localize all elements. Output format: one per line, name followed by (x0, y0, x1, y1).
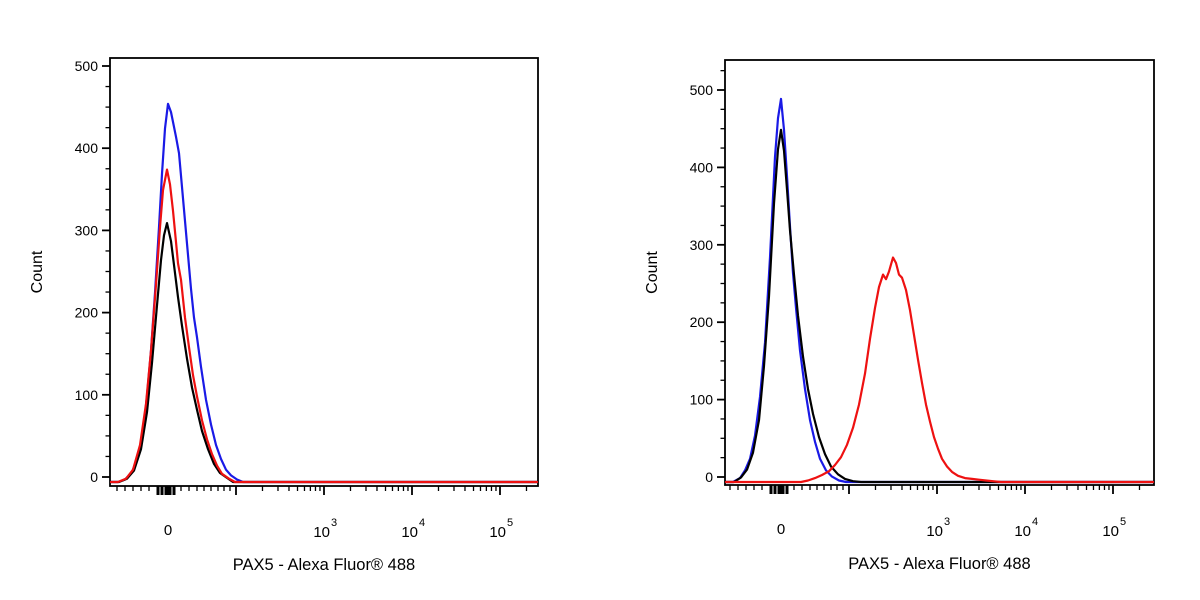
x-tick-label-exponent: 3 (331, 517, 337, 529)
curve-red-right (724, 256, 1155, 484)
x-tick-label-exp: 104 (1014, 516, 1038, 540)
y-tick-label: 300 (690, 237, 714, 253)
x-tick-label-base: 10 (1102, 523, 1119, 540)
x-axis-title: PAX5 - Alexa Fluor® 488 (233, 556, 415, 574)
x-tick-label-base: 10 (489, 524, 506, 541)
x-tick-label-exp: 104 (401, 517, 425, 541)
x-tick-label: 0 (164, 522, 172, 539)
x-tick-label-exp: 103 (313, 517, 337, 541)
x-tick-label-base: 10 (313, 524, 330, 541)
x-tick-label-base: 10 (401, 524, 418, 541)
x-tick-label-exp: 105 (1102, 516, 1126, 540)
y-tick-label: 400 (690, 159, 714, 175)
y-tick-label: 100 (75, 387, 99, 403)
x-tick-label-exponent: 5 (1120, 516, 1126, 528)
y-tick-label: 500 (690, 82, 714, 98)
y-tick-label: 0 (90, 469, 98, 485)
x-tick-label-exponent: 4 (1032, 516, 1038, 528)
y-tick-label: 200 (690, 314, 714, 330)
y-axis: 0 100 200 300 400 500 (690, 70, 725, 485)
curve-red-left (109, 168, 539, 484)
x-tick-label-base: 10 (1014, 523, 1031, 540)
y-tick-label: 200 (75, 305, 99, 321)
curve-blue-right (724, 97, 1155, 484)
y-tick-label: 500 (75, 58, 99, 74)
y-tick-label: 300 (75, 222, 99, 238)
curve-black-left (109, 222, 539, 484)
curve-blue-left (109, 102, 539, 484)
x-tick-label-exponent: 5 (507, 517, 513, 529)
x-tick-label-exponent: 4 (419, 517, 425, 529)
plot-box (724, 59, 1155, 486)
y-tick-label: 100 (690, 392, 714, 408)
x-tick-label-exp: 103 (926, 516, 950, 540)
x-tick-label-exponent: 3 (944, 516, 950, 528)
x-tick-label: 0 (777, 521, 785, 538)
y-axis: 0 100 200 300 400 500 (75, 58, 110, 485)
curve-black-right (724, 128, 1155, 484)
y-axis-title: Count (29, 250, 46, 293)
y-axis-title: Count (644, 251, 661, 294)
y-tick-label: 400 (75, 140, 99, 156)
x-axis-title: PAX5 - Alexa Fluor® 488 (848, 555, 1030, 573)
x-tick-label-base: 10 (926, 523, 943, 540)
x-tick-label-exp: 105 (489, 517, 513, 541)
y-tick-label: 0 (705, 469, 713, 485)
